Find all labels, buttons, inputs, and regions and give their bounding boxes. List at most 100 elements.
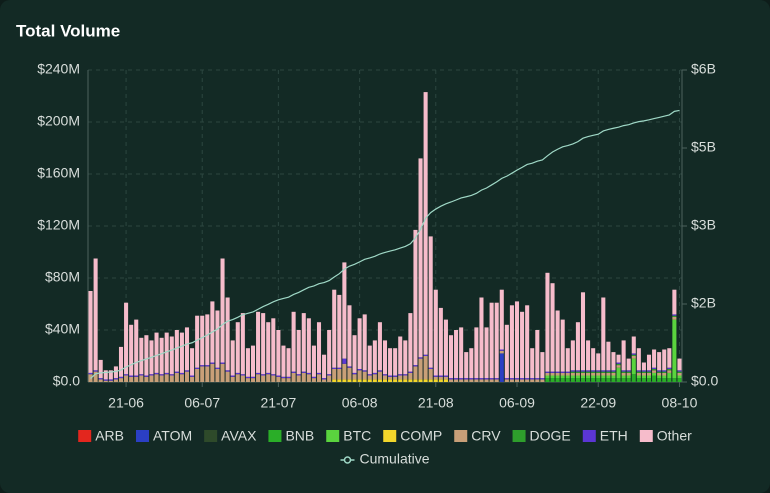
bar-segment	[672, 314, 677, 316]
bar-segment	[220, 362, 225, 364]
bar-segment	[672, 319, 677, 379]
bar-segment	[672, 317, 677, 320]
bar-segment	[367, 379, 372, 382]
bar-segment	[575, 375, 580, 379]
bar-segment	[281, 376, 286, 379]
bar-segment	[545, 371, 550, 373]
bar-segment	[245, 376, 250, 379]
bar-segment	[271, 374, 276, 376]
bar-segment	[316, 374, 322, 382]
bar-segment	[377, 371, 382, 380]
bar-segment	[225, 371, 230, 382]
bar-segment	[184, 327, 190, 371]
bar-segment	[423, 354, 428, 356]
bar-segment	[509, 378, 514, 380]
bar-segment	[113, 366, 118, 379]
bar-segment	[514, 301, 520, 379]
bar-segment	[586, 378, 591, 382]
x-tick-label: 21-08	[418, 395, 454, 411]
bar-segment	[626, 370, 631, 372]
bar-segment	[190, 348, 195, 376]
bar-segment	[311, 345, 316, 377]
bar-segment	[245, 378, 250, 382]
bar-segment	[169, 375, 174, 382]
bar-segment	[388, 379, 393, 382]
bar-segment	[98, 359, 103, 379]
bar-segment	[570, 375, 575, 379]
bar-segment	[611, 352, 616, 371]
bar-segment	[469, 379, 474, 382]
y-tick-label: $240M	[37, 61, 80, 77]
bar-segment	[413, 365, 418, 367]
bar-segment	[103, 380, 108, 382]
y-tick-label: $160M	[37, 165, 80, 181]
bar-segment	[448, 335, 454, 379]
bar-segment	[179, 372, 184, 375]
bar-segment	[479, 378, 484, 380]
bar-segment	[509, 379, 514, 382]
bar-segment	[134, 319, 139, 376]
bar-segment	[98, 379, 103, 382]
bar-segment	[316, 322, 322, 373]
bar-segment	[108, 380, 113, 382]
bar-segment	[555, 372, 560, 376]
bar-segment	[240, 313, 245, 375]
bar-segment	[179, 374, 184, 382]
bar-segment	[393, 375, 398, 377]
bar-segment	[250, 345, 256, 377]
bar-segment	[332, 367, 337, 369]
bar-segment	[382, 375, 388, 380]
bar-segment	[174, 330, 179, 372]
bar-segment	[174, 371, 179, 373]
bar-segment	[606, 372, 611, 376]
y2-tick-label: $2B	[691, 295, 716, 311]
y-tick-label: $80M	[45, 269, 80, 285]
bar-segment	[271, 318, 276, 375]
bar-segment	[367, 374, 372, 376]
bar-segment	[362, 314, 367, 371]
bar-segment	[514, 379, 520, 382]
bar-segment	[555, 371, 560, 373]
bar-segment	[525, 378, 530, 380]
bar-segment	[342, 262, 347, 359]
bar-segment	[550, 372, 555, 376]
bar-segment	[118, 376, 124, 379]
y2-tick-label: $5B	[691, 139, 716, 155]
bar-segment	[601, 371, 606, 373]
bar-segment	[225, 370, 230, 372]
bar-segment	[540, 379, 545, 382]
bar-segment	[372, 379, 377, 382]
bar-segment	[596, 372, 601, 376]
bar-segment	[641, 362, 646, 371]
legend-swatch	[136, 430, 149, 442]
bar-segment	[606, 370, 611, 372]
bar-segment	[555, 378, 560, 382]
bar-segment	[657, 371, 662, 373]
bar-segment	[652, 369, 657, 371]
bar-segment	[210, 362, 215, 364]
bar-segment	[408, 371, 413, 373]
bar-segment	[601, 375, 606, 379]
bar-segment	[438, 307, 443, 376]
bar-segment	[636, 371, 641, 373]
bar-segment	[535, 379, 540, 382]
bar-segment	[88, 372, 93, 375]
y-tick-label: $0.0	[53, 373, 80, 389]
x-tick-label: 21-06	[108, 395, 144, 411]
bar-segment	[281, 378, 286, 382]
bar-segment	[342, 363, 347, 380]
bar-segment	[657, 375, 662, 379]
bar-segment	[535, 330, 540, 379]
bar-segment	[398, 379, 403, 382]
bar-segment	[245, 348, 250, 377]
bar-segment	[611, 372, 616, 376]
bar-segment	[184, 371, 190, 382]
bar-segment	[540, 352, 545, 379]
legend-swatch	[454, 430, 468, 442]
bar-segment	[448, 378, 454, 380]
bar-segment	[662, 370, 667, 372]
bar-segment	[352, 372, 357, 375]
bar-segment	[550, 371, 555, 373]
bar-segment	[586, 340, 591, 371]
bar-segment	[631, 354, 636, 356]
